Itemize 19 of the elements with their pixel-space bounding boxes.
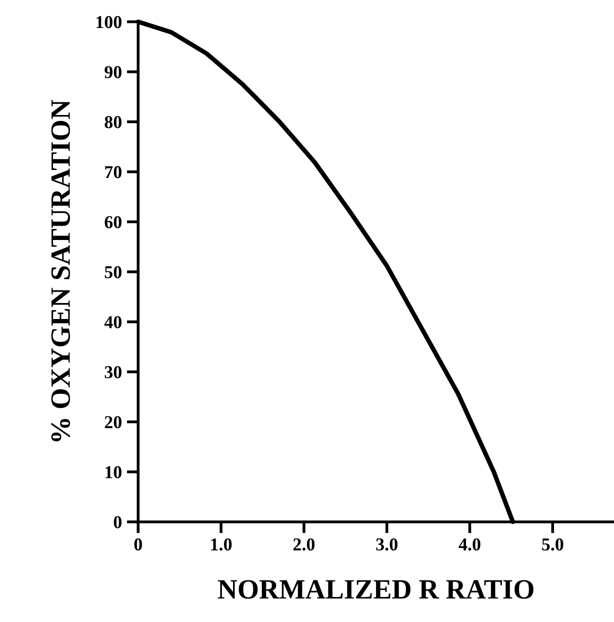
y-tick-label: 20 xyxy=(104,416,122,428)
x-tick-label: 1.0 xyxy=(211,538,232,551)
x-axis-title: NORMALIZED R RATIO xyxy=(218,580,534,599)
y-axis-title: % OXYGEN SATURATION xyxy=(51,100,70,442)
y-tick-label: 90 xyxy=(104,66,122,78)
y-tick-label: 40 xyxy=(104,316,122,328)
y-tick-label: 60 xyxy=(104,216,122,228)
x-tick-label: 5.0 xyxy=(542,538,564,551)
y-tick-label: 30 xyxy=(104,366,122,378)
y-tick-label: 50 xyxy=(104,266,122,278)
y-tick-label: 100 xyxy=(96,16,122,28)
y-tick-label: 80 xyxy=(104,116,122,128)
x-tick-label: 3.0 xyxy=(376,538,398,551)
x-tick-label: 2.0 xyxy=(293,538,315,551)
x-tick-label: 4.0 xyxy=(458,538,480,551)
y-tick-label: 10 xyxy=(106,466,122,478)
y-tick-label: 70 xyxy=(105,166,122,178)
x-tick-label: 0 xyxy=(134,538,142,551)
y-tick-label: 0 xyxy=(114,516,122,528)
